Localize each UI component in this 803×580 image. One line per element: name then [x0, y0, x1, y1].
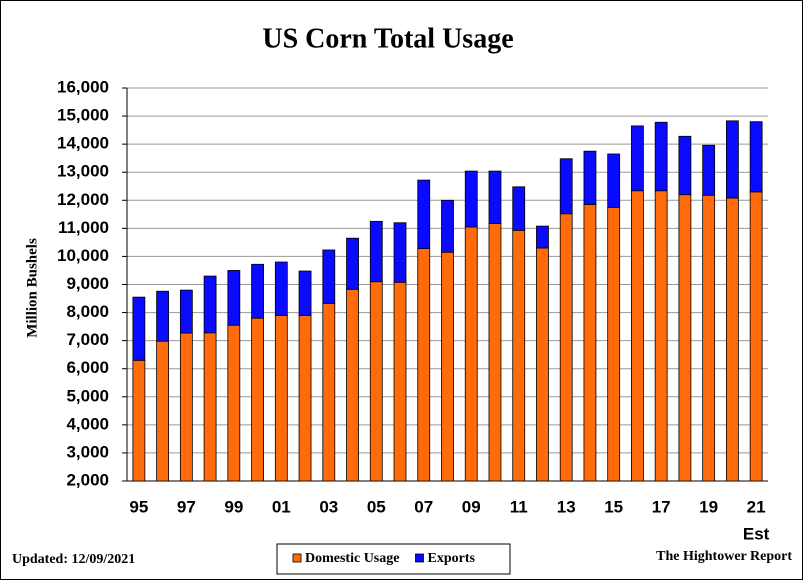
bar-segment — [417, 248, 431, 482]
bar-segment — [631, 190, 644, 482]
x-tick-label: 99 — [224, 497, 243, 516]
bar-segment — [678, 135, 692, 196]
bar-segment — [702, 144, 716, 196]
y-tick-label: 12,000 — [57, 190, 109, 209]
bar-segment — [251, 263, 264, 319]
x-tick-label: 13 — [557, 497, 576, 516]
bar-segment — [251, 317, 264, 482]
bar-segment — [298, 314, 312, 482]
bar-segment — [607, 206, 621, 482]
x-tick-label: 03 — [319, 497, 338, 516]
x-tick-label: 01 — [272, 497, 291, 516]
bar-segment — [607, 153, 621, 208]
bar-segment — [156, 290, 170, 342]
legend-label: Domestic Usage — [305, 551, 399, 566]
bar-segment — [536, 247, 549, 482]
x-tick-label: 97 — [177, 497, 196, 516]
bar-segment — [393, 281, 407, 482]
x-tick-label: 15 — [604, 497, 623, 516]
y-tick-label: 11,000 — [58, 218, 109, 237]
bar-segment — [298, 270, 312, 316]
y-tick-label: 6,000 — [66, 358, 109, 377]
bar-segment — [179, 289, 193, 334]
legend-label: Exports — [427, 551, 475, 566]
y-tick-label: 16,000 — [57, 77, 109, 96]
bar-segment — [512, 186, 526, 231]
y-tick-label: 2,000 — [66, 470, 109, 489]
y-tick-label: 14,000 — [57, 134, 109, 153]
bar-segment — [654, 190, 668, 482]
bar-segment — [274, 314, 288, 482]
y-tick-label: 3,000 — [66, 442, 109, 461]
x-tick-label: 07 — [414, 497, 433, 516]
bar-segment — [725, 197, 739, 482]
legend-box — [276, 543, 511, 575]
x-tick-label: 19 — [699, 497, 718, 516]
bar-segment — [559, 213, 573, 482]
bar-segment — [369, 220, 383, 283]
x-tick-label: 11 — [510, 497, 528, 516]
y-tick-label: 5,000 — [66, 386, 109, 405]
bar-segment — [725, 120, 739, 199]
bar-segment — [678, 194, 692, 482]
bar-segment — [512, 229, 526, 482]
bar-segment — [322, 249, 336, 304]
chart-title: US Corn Total Usage — [262, 23, 513, 54]
bar-segment — [654, 121, 668, 192]
x-tick-label: 95 — [129, 497, 148, 516]
y-tick-label: 7,000 — [66, 330, 109, 349]
bar-segment — [179, 332, 193, 482]
bar-segment — [417, 179, 431, 249]
bar-segment — [346, 237, 359, 290]
y-tick-label: 8,000 — [66, 302, 109, 321]
x-tick-label: 21 — [747, 497, 766, 516]
bar-segment — [203, 332, 217, 482]
bar-segment — [749, 121, 763, 193]
x-tick-label: 05 — [367, 497, 386, 516]
bar-segment — [702, 194, 716, 482]
legend-swatch — [292, 553, 302, 563]
bar-segment — [274, 261, 288, 316]
y-tick-label: 13,000 — [57, 162, 109, 181]
legend-swatch — [415, 553, 424, 563]
bar-segment — [132, 359, 146, 482]
bar-segment — [464, 170, 478, 228]
y-tick-label: 15,000 — [57, 106, 109, 125]
bar-segment — [559, 158, 573, 215]
bar-segment — [583, 150, 597, 205]
y-axis-label: Million Bushels — [24, 238, 40, 338]
y-tick-label: 4,000 — [66, 414, 109, 433]
source: The Hightower Report — [656, 549, 792, 564]
bar-segment — [488, 223, 502, 482]
bar-segment — [203, 275, 217, 334]
bar-segment — [441, 199, 454, 253]
bar-segment — [346, 288, 359, 482]
bar-segment — [583, 204, 597, 482]
bar-segment — [322, 302, 336, 482]
bar-segment — [631, 125, 644, 192]
bar-segment — [132, 296, 146, 361]
x-tick-label: 09 — [462, 497, 481, 516]
bar-segment — [464, 226, 478, 482]
annotation: Est — [743, 524, 770, 543]
bar-segment — [156, 340, 170, 482]
bar-segment — [227, 324, 241, 482]
y-tick-label: 10,000 — [57, 246, 109, 265]
bar-segment — [369, 281, 383, 482]
bar-segment — [749, 191, 763, 482]
bar-segment — [536, 225, 549, 249]
x-tick-label: 17 — [652, 497, 671, 516]
bar-segment — [488, 170, 502, 224]
bar-segment — [393, 222, 407, 283]
note: Updated: 12/09/2021 — [12, 552, 135, 567]
y-tick-label: 9,000 — [66, 274, 109, 293]
bar-segment — [227, 270, 241, 326]
bar-segment — [441, 251, 454, 482]
